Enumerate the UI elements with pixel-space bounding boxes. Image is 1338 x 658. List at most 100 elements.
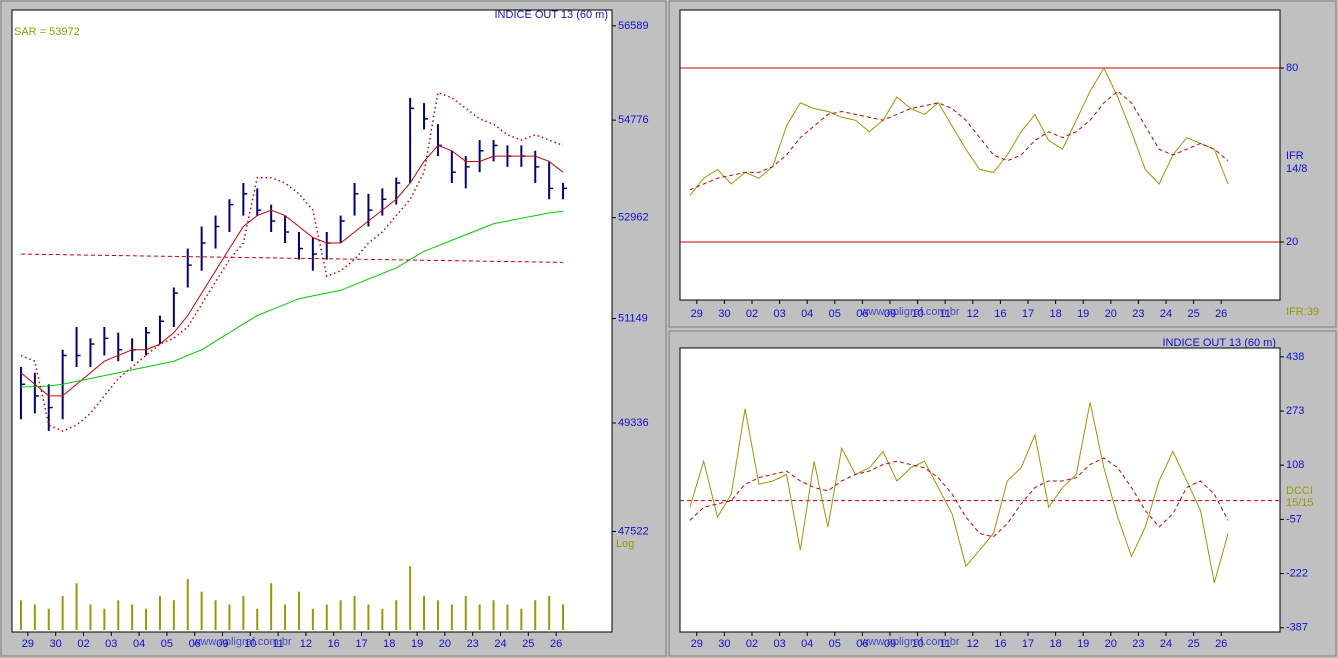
x-tick-label: 25 [1187, 308, 1199, 320]
annotation: 15/15 [1286, 497, 1314, 509]
volume-bar [548, 596, 551, 630]
x-tick-label: 11 [939, 308, 950, 320]
volume-bar [381, 608, 384, 630]
volume-bar [158, 596, 161, 630]
volume-bar [228, 604, 231, 630]
y-tick-label: 108 [1286, 459, 1304, 471]
volume-bar [284, 604, 287, 630]
y-tick-label: 438 [1286, 351, 1304, 363]
y-tick-label: 56589 [618, 20, 649, 32]
x-tick-label: 11 [272, 638, 283, 650]
volume-bar [534, 600, 537, 630]
x-tick-label: 05 [829, 638, 841, 650]
volume-bar [506, 604, 509, 630]
annotation: DCCI [1286, 485, 1313, 497]
volume-bar [478, 604, 481, 630]
x-tick-label: 11 [939, 638, 950, 650]
volume-bar [200, 591, 203, 630]
annotation: 14/8 [1286, 163, 1307, 175]
x-tick-label: 12 [967, 638, 979, 650]
volume-bar [33, 604, 36, 630]
watermark: www.apligraf.com.br [859, 636, 959, 648]
annotation: IFR [1286, 150, 1304, 162]
volume-bar [409, 566, 412, 630]
volume-bar [464, 596, 467, 630]
x-tick-label: 09 [216, 638, 228, 650]
x-tick-label: 03 [773, 308, 785, 320]
x-tick-label: 12 [967, 308, 979, 320]
volume-bar [214, 600, 217, 630]
x-tick-label: 09 [884, 638, 896, 650]
series-line [689, 457, 1229, 538]
x-tick-label: 02 [77, 638, 89, 650]
x-tick-label: 10 [911, 638, 923, 650]
volume-bar [47, 608, 50, 630]
x-tick-label: 02 [746, 638, 758, 650]
series-line [20, 91, 564, 432]
x-tick-label: 25 [1187, 638, 1199, 650]
volume-bar [186, 579, 189, 630]
x-tick-label: 20 [1105, 638, 1117, 650]
volume-bar [297, 591, 300, 630]
x-tick-label: 26 [550, 638, 562, 650]
x-tick-label: 20 [439, 638, 451, 650]
x-tick-label: 24 [494, 638, 506, 650]
plot-area [679, 347, 1281, 633]
series-line [689, 90, 1229, 191]
series-line [20, 210, 564, 388]
volume-bar [562, 604, 565, 630]
x-tick-label: 18 [1049, 308, 1061, 320]
x-tick-label: 26 [1215, 638, 1227, 650]
x-tick-label: 30 [50, 638, 62, 650]
x-tick-label: 04 [133, 638, 145, 650]
x-tick-label: 06 [856, 308, 868, 320]
x-tick-label: 03 [105, 638, 117, 650]
volume-bar [270, 583, 273, 630]
volume-bar [131, 604, 134, 630]
x-tick-label: 23 [467, 638, 479, 650]
x-tick-label: 17 [355, 638, 367, 650]
y-tick-label: -57 [1286, 513, 1302, 525]
x-tick-label: 02 [746, 308, 758, 320]
volume-bar [325, 604, 328, 630]
x-tick-label: 23 [1132, 638, 1144, 650]
x-tick-label: 29 [691, 308, 703, 320]
x-tick-label: 04 [801, 308, 813, 320]
y-tick-label: 80 [1286, 62, 1298, 74]
x-tick-label: 19 [1077, 638, 1089, 650]
series-line [689, 402, 1229, 583]
x-tick-label: 04 [801, 638, 813, 650]
x-tick-label: 19 [1077, 308, 1089, 320]
y-tick-label: 273 [1286, 405, 1304, 417]
volume-bar [89, 604, 92, 630]
x-tick-label: 19 [411, 638, 423, 650]
x-tick-label: 29 [22, 638, 34, 650]
y-tick-label: 49336 [618, 417, 649, 429]
x-tick-label: 03 [773, 638, 785, 650]
x-tick-label: 06 [856, 638, 868, 650]
x-tick-label: 24 [1160, 308, 1172, 320]
x-tick-label: 05 [829, 308, 841, 320]
x-tick-label: 26 [1215, 308, 1227, 320]
volume-bar [117, 600, 120, 630]
x-tick-label: 30 [718, 638, 730, 650]
volume-bar [367, 604, 370, 630]
y-tick-label: 20 [1286, 236, 1298, 248]
x-tick-label: 20 [1105, 308, 1117, 320]
volume-bar [436, 600, 439, 630]
volume-bar [395, 600, 398, 630]
volume-bar [145, 608, 148, 630]
x-tick-label: 17 [1022, 308, 1034, 320]
volume-bar [103, 608, 106, 630]
x-tick-label: 06 [189, 638, 201, 650]
volume-bar [172, 600, 175, 630]
panel-title: INDICE OUT 13 (60 m) [1163, 337, 1277, 349]
volume-bar [339, 600, 342, 630]
x-tick-label: 12 [300, 638, 312, 650]
volume-bar [61, 596, 64, 630]
x-tick-label: 25 [522, 638, 534, 650]
annotation: SAR = 53972 [14, 26, 80, 38]
y-tick-label: 47522 [618, 525, 649, 537]
volume-bar [450, 604, 453, 630]
